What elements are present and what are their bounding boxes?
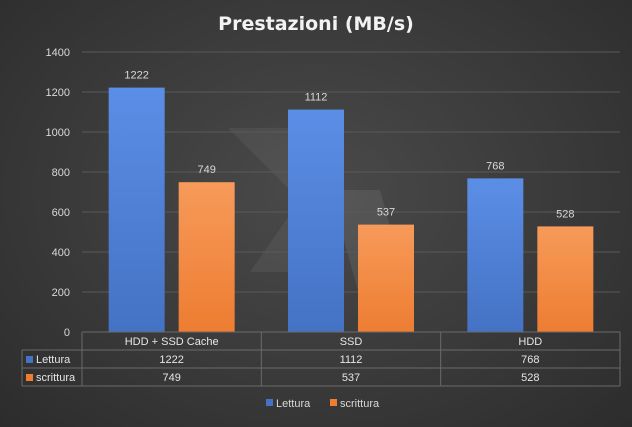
data-table: HDD + SSD Cache SSD HDD Lettura 1222 1112 768 s… (21, 331, 621, 387)
y-tick-label: 0 (64, 327, 70, 339)
category-label: SSD (340, 336, 363, 348)
bar-scrittura-1 (358, 224, 414, 332)
chart-title: Prestazioni (MB/s) (218, 13, 414, 35)
bar-lettura-2 (467, 178, 524, 332)
bar-scrittura-0 (178, 182, 235, 332)
table-legend-key (26, 374, 33, 381)
bars (108, 87, 594, 332)
y-tick-label: 1200 (46, 87, 70, 99)
table-cell: 528 (521, 372, 539, 384)
bar-scrittura-2 (537, 226, 594, 332)
data-label: 537 (377, 207, 395, 219)
table-cell: 749 (162, 372, 180, 384)
table-cell: 1222 (159, 354, 183, 366)
table-series-name: scrittura (36, 372, 76, 384)
y-tick-label: 1400 (46, 47, 70, 59)
data-label: 1222 (124, 70, 148, 82)
bar-lettura-0 (108, 87, 165, 332)
data-label: 768 (486, 160, 504, 172)
y-tick-label: 600 (52, 207, 70, 219)
y-tick-label: 1000 (46, 127, 70, 139)
y-tick-label: 800 (52, 167, 70, 179)
category-label: HDD + SSD Cache (125, 336, 219, 348)
legend-item: Lettura (276, 398, 311, 410)
y-tick-label: 400 (52, 247, 70, 259)
table-cell: 537 (342, 372, 360, 384)
data-label: 1112 (305, 92, 328, 104)
category-label: HDD (518, 336, 542, 348)
legend-swatch (330, 399, 337, 406)
table-series-name: Lettura (36, 354, 71, 366)
table-cell: 1112 (340, 354, 363, 366)
legend-item: scrittura (340, 398, 380, 410)
y-axis: 0 200 400 600 800 1000 1200 1400 (46, 47, 70, 339)
legend-swatch (266, 399, 273, 406)
legend: Lettura scrittura (266, 398, 380, 410)
table-legend-key (26, 356, 33, 363)
table-cell: 768 (521, 354, 539, 366)
data-label: 528 (556, 208, 574, 220)
bar-lettura-1 (288, 109, 344, 332)
data-label: 749 (197, 164, 215, 176)
y-tick-label: 200 (52, 287, 70, 299)
data-labels: 1222 1112 768 749 537 528 (124, 70, 574, 221)
